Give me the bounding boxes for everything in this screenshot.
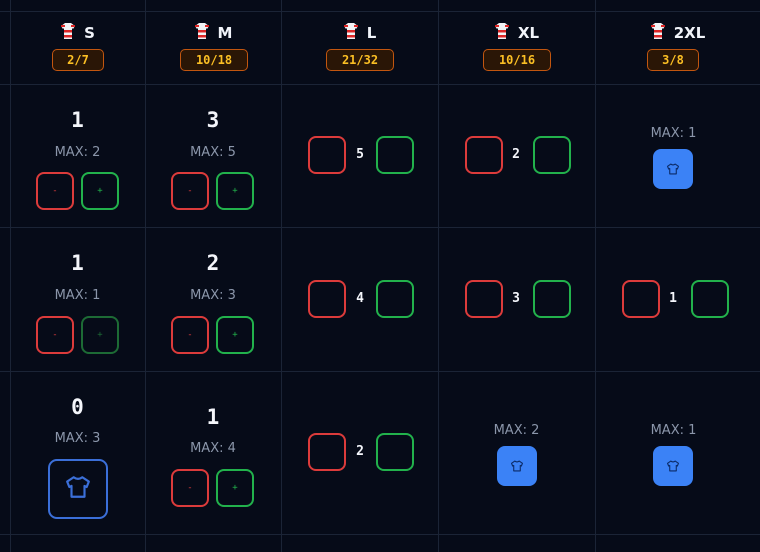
increment-button[interactable] — [376, 433, 414, 471]
decrement-button[interactable]: - — [36, 316, 74, 354]
increment-button[interactable] — [533, 280, 571, 318]
max-label: MAX: 2 — [54, 145, 101, 160]
max-label: MAX: 4 — [190, 441, 236, 456]
max-label: MAX: 5 — [190, 145, 236, 160]
tshirt-icon — [666, 160, 680, 179]
quantity-value: 2 — [512, 147, 520, 162]
quantity-value: 2 — [356, 444, 364, 459]
increment-button[interactable] — [691, 280, 729, 318]
jersey-icon — [494, 22, 510, 44]
max-label: MAX: 1 — [650, 423, 697, 438]
cell-row2-l: 4 — [281, 227, 438, 371]
add-shirt-button[interactable] — [653, 149, 693, 189]
cell-row1-xl: 2 — [438, 84, 595, 227]
cell-row2-s: 1 MAX: 1 - + — [10, 227, 145, 371]
count-badge: 3/8 — [647, 49, 699, 71]
header-size-xl: XL 10/16 — [438, 0, 595, 84]
add-shirt-button[interactable] — [497, 446, 537, 486]
cell-row1-m: 3 MAX: 5 - + — [145, 84, 281, 227]
increment-button[interactable] — [376, 136, 414, 174]
size-label: S — [84, 24, 95, 42]
increment-button[interactable] — [533, 136, 571, 174]
increment-button[interactable]: + — [216, 316, 254, 354]
max-label: MAX: 1 — [54, 288, 101, 303]
quantity-value: 5 — [356, 147, 364, 162]
quantity-value: 1 — [669, 291, 677, 306]
header-size-m: M 10/18 — [145, 0, 281, 84]
header-size-l: L 21/32 — [281, 0, 438, 84]
decrement-button[interactable]: - — [36, 172, 74, 210]
jersey-icon — [343, 22, 359, 44]
decrement-button[interactable]: - — [171, 316, 209, 354]
cell-row1-l: 5 — [281, 84, 438, 227]
tshirt-icon — [666, 457, 680, 476]
add-shirt-button[interactable] — [48, 459, 108, 519]
jersey-icon — [194, 22, 210, 44]
max-label: MAX: 3 — [54, 431, 101, 446]
max-label: MAX: 1 — [650, 126, 697, 141]
decrement-button[interactable] — [622, 280, 660, 318]
decrement-button[interactable] — [465, 280, 503, 318]
quantity-value: 3 — [512, 291, 520, 306]
tshirt-icon — [510, 457, 524, 476]
count-badge: 2/7 — [52, 49, 104, 71]
cell-row3-2xl: MAX: 1 — [595, 371, 760, 534]
cell-row2-2xl: 1 — [595, 227, 760, 371]
quantity-value: 3 — [206, 108, 220, 132]
cell-row2-m: 2 MAX: 3 - + — [145, 227, 281, 371]
cell-row1-2xl: MAX: 1 — [595, 84, 760, 227]
decrement-button[interactable] — [308, 280, 346, 318]
cell-row1-s: 1 MAX: 2 - + — [10, 84, 145, 227]
max-label: MAX: 3 — [190, 288, 236, 303]
increment-button[interactable]: + — [216, 469, 254, 507]
count-badge: 10/18 — [180, 49, 248, 71]
tshirt-icon — [65, 475, 91, 503]
cell-row3-xl: MAX: 2 — [438, 371, 595, 534]
increment-button[interactable]: + — [216, 172, 254, 210]
header-size-2xl: 2XL 3/8 — [595, 0, 760, 84]
count-badge: 21/32 — [326, 49, 394, 71]
quantity-value: 2 — [206, 251, 220, 275]
size-label: M — [217, 24, 233, 42]
cell-row2-xl: 3 — [438, 227, 595, 371]
add-shirt-button[interactable] — [653, 446, 693, 486]
decrement-button[interactable] — [308, 433, 346, 471]
jersey-icon — [60, 22, 76, 44]
quantity-value: 1 — [71, 251, 84, 275]
increment-button[interactable]: + — [81, 172, 119, 210]
quantity-value: 0 — [71, 395, 84, 419]
decrement-button[interactable] — [465, 136, 503, 174]
decrement-button[interactable]: - — [171, 469, 209, 507]
size-label: 2XL — [673, 24, 706, 42]
cell-row3-s: 0 MAX: 3 — [10, 371, 145, 534]
increment-button[interactable]: + — [81, 316, 119, 354]
increment-button[interactable] — [376, 280, 414, 318]
max-label: MAX: 2 — [493, 423, 540, 438]
size-label: L — [366, 24, 377, 42]
count-badge: 10/16 — [483, 49, 551, 71]
quantity-value: 1 — [206, 405, 220, 429]
size-label: XL — [517, 24, 540, 42]
decrement-button[interactable] — [308, 136, 346, 174]
decrement-button[interactable]: - — [171, 172, 209, 210]
jersey-icon — [650, 22, 666, 44]
cell-row3-l: 2 — [281, 371, 438, 534]
quantity-value: 4 — [356, 291, 364, 306]
header-size-s: S 2/7 — [10, 0, 145, 84]
quantity-value: 1 — [71, 108, 84, 132]
cell-row3-m: 1 MAX: 4 - + — [145, 371, 281, 534]
